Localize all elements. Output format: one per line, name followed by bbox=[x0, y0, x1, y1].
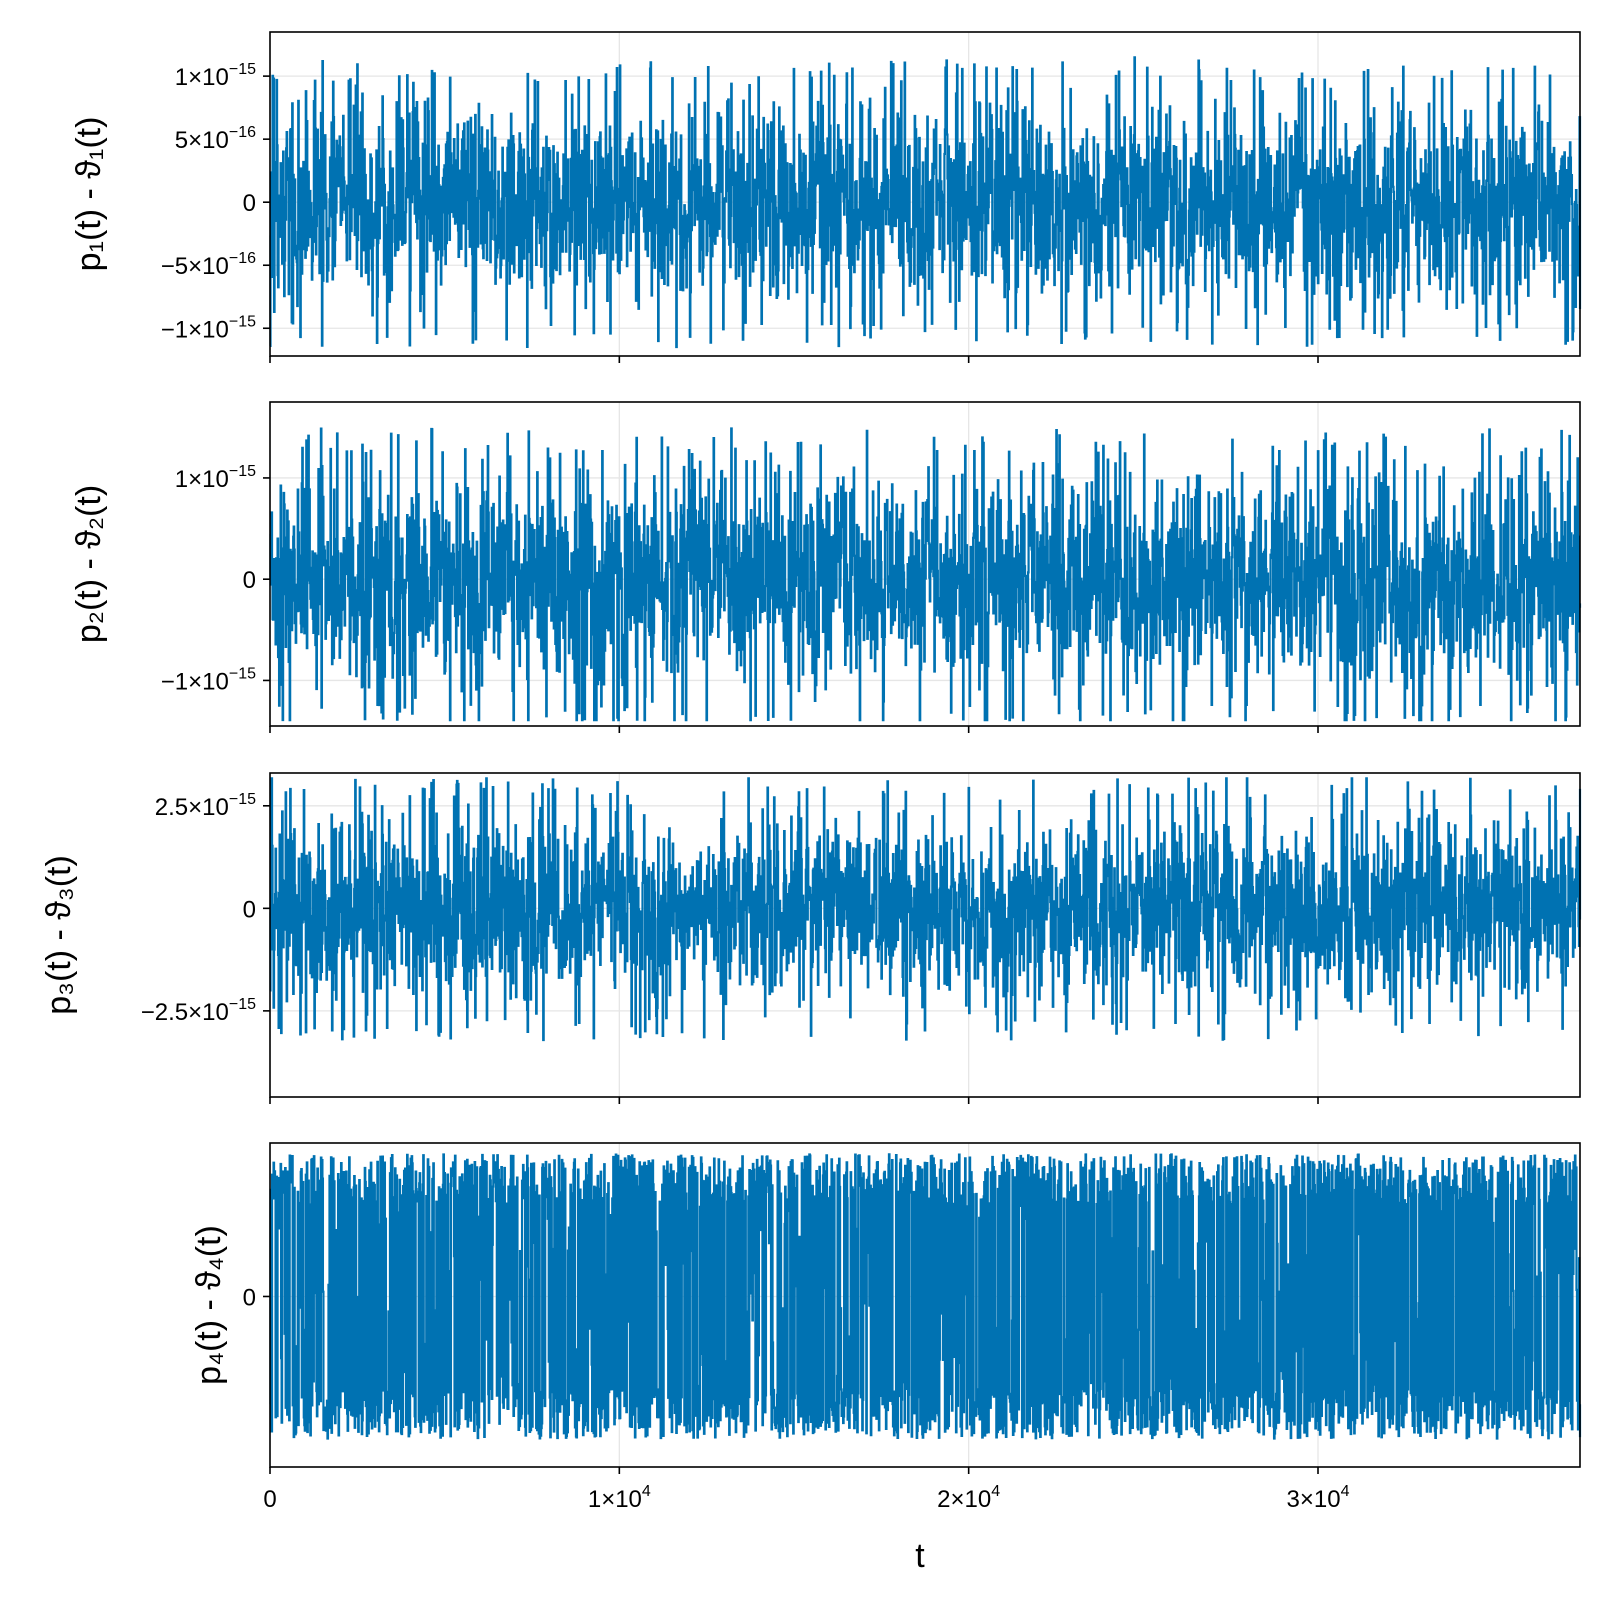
panel-2-ytick-label-2-exponent: −15 bbox=[229, 665, 256, 682]
panel-3-ytick-label-0: 2.5×10−15 bbox=[155, 791, 256, 821]
panel-3-ytick-label-1: 0 bbox=[243, 896, 256, 923]
panel-3-ytick-label-2-exponent: −15 bbox=[229, 996, 256, 1013]
xtick-label-1: 1×104 bbox=[588, 1483, 651, 1513]
panel-1-frame bbox=[269, 31, 1581, 357]
panel-3-frame bbox=[269, 772, 1581, 1098]
panel-1-ytick-label-2: 0 bbox=[243, 190, 256, 217]
panel-2-ytick-label-2: −1×10−15 bbox=[161, 665, 256, 695]
panel-3-ytick-label-1-mantissa: 0 bbox=[243, 896, 256, 923]
panel-2-ytick-label-2-mantissa: −1×10 bbox=[161, 668, 229, 695]
panel-1-ytick-label-4-mantissa: −1×10 bbox=[161, 316, 229, 343]
panel-1-ytick-label-1: 5×10−16 bbox=[175, 124, 256, 154]
panel-2-ytick-label-1-mantissa: 0 bbox=[243, 567, 256, 594]
panel-3-ytick-label-2-mantissa: −2.5×10 bbox=[141, 999, 229, 1026]
panel-2-ytick-label-0-exponent: −15 bbox=[229, 463, 256, 480]
panel-3-ytick-label-2: −2.5×10−15 bbox=[141, 996, 256, 1026]
panel-2-ytick-label-0-mantissa: 1×10 bbox=[175, 466, 229, 493]
x-axis-label: t bbox=[915, 1537, 925, 1575]
panel-2-ytick-label-0: 1×10−15 bbox=[175, 463, 256, 493]
xtick-label-2-exponent: 4 bbox=[991, 1483, 1000, 1500]
series-2-line bbox=[269, 427, 1582, 722]
xtick-label-3: 3×104 bbox=[1287, 1483, 1350, 1513]
xtick-label-0: 0 bbox=[263, 1486, 276, 1513]
panel-1-ytick-label-3: −5×10−16 bbox=[161, 250, 256, 280]
panel-1-ytick-label-0-mantissa: 1×10 bbox=[175, 64, 229, 91]
panel-1-ytick-label-1-mantissa: 5×10 bbox=[175, 127, 229, 154]
panel-1-ytick-label-1-exponent: −16 bbox=[229, 124, 256, 141]
xtick-label-3-mantissa: 3×10 bbox=[1287, 1486, 1341, 1513]
panel-1-ytick-label-0-exponent: −15 bbox=[229, 61, 256, 78]
panel-1-ytick-label-3-mantissa: −5×10 bbox=[161, 253, 229, 280]
series-1-line bbox=[269, 56, 1582, 349]
xtick-label-1-mantissa: 1×10 bbox=[588, 1486, 642, 1513]
panel-4-ytick-label-0: 0 bbox=[243, 1284, 256, 1311]
xtick-label-2-mantissa: 2×10 bbox=[937, 1486, 991, 1513]
xtick-label-2: 2×104 bbox=[937, 1483, 1000, 1513]
panel-2-y-axis-label: p₂(t) - ϑ₂(t) bbox=[70, 485, 108, 643]
series-4-line bbox=[269, 1153, 1582, 1440]
panel-4-ytick-label-0-mantissa: 0 bbox=[243, 1284, 256, 1311]
panel-2-ytick-label-1: 0 bbox=[243, 567, 256, 594]
panel-2-frame bbox=[269, 401, 1581, 727]
panel-4-frame bbox=[269, 1142, 1581, 1468]
panel-3-ytick-label-0-mantissa: 2.5×10 bbox=[155, 794, 229, 821]
xtick-label-3-exponent: 4 bbox=[1341, 1483, 1350, 1500]
panel-4-y-axis-label: p₄(t) - ϑ₄(t) bbox=[190, 1225, 228, 1385]
panel-1-y-axis-label: p₁(t) - ϑ₁(t) bbox=[70, 117, 108, 272]
panel-1-ytick-label-4-exponent: −15 bbox=[229, 313, 256, 330]
series-3-line bbox=[269, 777, 1582, 1042]
panel-1-ytick-label-0: 1×10−15 bbox=[175, 61, 256, 91]
panel-1-ytick-label-3-exponent: −16 bbox=[229, 250, 256, 267]
panel-3-y-axis-label: p₃(t) - ϑ₃(t) bbox=[40, 855, 78, 1015]
xtick-label-1-exponent: 4 bbox=[642, 1483, 651, 1500]
panel-1-ytick-label-4: −1×10−15 bbox=[161, 313, 256, 343]
panel-1-ytick-label-2-mantissa: 0 bbox=[243, 190, 256, 217]
xtick-label-0-mantissa: 0 bbox=[263, 1486, 276, 1513]
panel-3-ytick-label-0-exponent: −15 bbox=[229, 791, 256, 808]
